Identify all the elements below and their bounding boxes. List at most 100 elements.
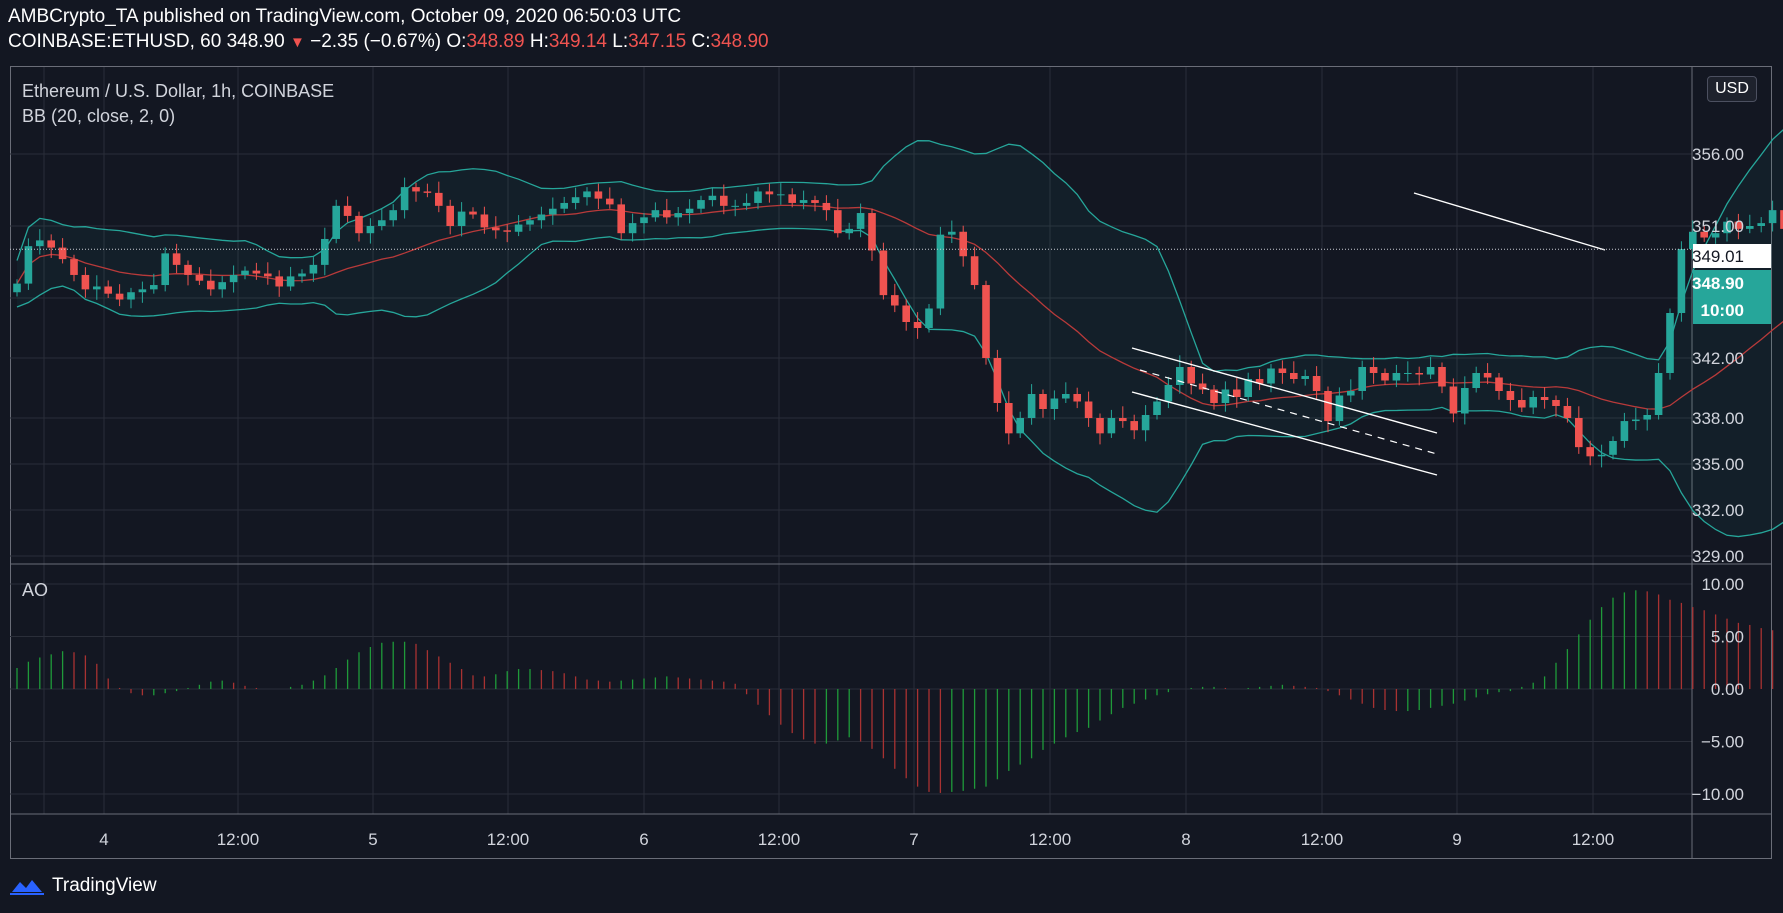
candle[interactable] [1141,415,1150,431]
candle[interactable] [1575,418,1583,448]
candle[interactable] [400,187,409,211]
candle[interactable] [1746,226,1754,229]
candle[interactable] [1119,418,1127,422]
candle[interactable] [959,231,967,257]
candle[interactable] [218,282,226,290]
candle[interactable] [856,213,865,229]
candle[interactable] [229,274,238,283]
candle[interactable] [993,358,1002,403]
candle[interactable] [628,223,637,234]
candle[interactable] [1358,367,1366,391]
candle[interactable] [332,205,340,239]
candle[interactable] [1027,394,1036,418]
candle[interactable] [1381,373,1389,381]
candle[interactable] [560,202,568,209]
candle[interactable] [1415,373,1423,375]
currency-button[interactable]: USD [1707,76,1757,102]
candle[interactable] [514,224,523,232]
candle[interactable] [1518,400,1526,408]
candle[interactable] [1210,389,1218,404]
candle[interactable] [1677,249,1686,313]
candle[interactable] [104,286,112,294]
candle[interactable] [925,308,933,329]
tradingview-logo[interactable]: TradingView [10,875,157,897]
candle[interactable] [378,220,386,226]
candle[interactable] [936,234,945,309]
candle[interactable] [264,273,272,277]
candle[interactable] [1700,231,1708,238]
candle[interactable] [868,213,876,251]
candle[interactable] [1768,210,1777,224]
candle[interactable] [1540,397,1549,400]
candle[interactable] [1073,394,1081,402]
candle[interactable] [1278,368,1287,374]
candle[interactable] [1563,406,1572,418]
candle[interactable] [1221,389,1230,404]
candle[interactable] [891,295,899,306]
candle[interactable] [777,194,785,196]
candle[interactable] [742,202,751,206]
candle[interactable] [1483,373,1492,378]
candle[interactable] [127,292,135,300]
bb-indicator-legend[interactable]: BB (20, close, 2, 0) [22,106,176,126]
ao-indicator-legend[interactable]: AO [22,580,49,600]
candle[interactable] [36,240,44,247]
candle[interactable] [24,246,33,284]
candle[interactable] [503,230,511,232]
candle[interactable] [252,270,261,274]
candle[interactable] [389,210,397,221]
candle[interactable] [1198,383,1207,390]
candle[interactable] [845,228,853,234]
candle[interactable] [1404,373,1412,374]
candle[interactable] [948,231,956,235]
candle[interactable] [697,200,705,209]
candle[interactable] [640,217,648,224]
candle[interactable] [594,191,603,199]
candle[interactable] [1347,391,1355,396]
candle[interactable] [811,200,819,203]
candle[interactable] [115,293,124,300]
candle[interactable] [902,305,910,323]
candle[interactable] [1164,385,1173,402]
candle[interactable] [674,213,682,218]
channel-upper-line[interactable] [1131,347,1438,434]
candle[interactable] [1039,394,1047,409]
candle[interactable] [457,211,466,226]
candle[interactable] [1392,373,1401,381]
candle[interactable] [1552,400,1560,406]
candle[interactable] [1062,394,1070,399]
candle[interactable] [1620,421,1629,441]
candle[interactable] [731,205,739,207]
candle[interactable] [879,250,888,296]
candle[interactable] [1426,367,1435,375]
candle[interactable] [1654,373,1663,415]
candle[interactable] [1084,401,1093,419]
candle[interactable] [765,191,774,195]
candle[interactable] [537,214,546,221]
candle[interactable] [446,205,454,226]
candle[interactable] [1255,379,1264,384]
candle[interactable] [571,197,580,203]
candle[interactable] [172,253,181,265]
candle[interactable] [93,286,101,290]
candle[interactable] [161,253,169,286]
candle[interactable] [1780,210,1783,229]
candle[interactable] [1130,421,1138,431]
channel-lower-line[interactable] [1131,391,1438,476]
candle[interactable] [913,322,922,328]
candle[interactable] [1711,233,1720,238]
candle[interactable] [1472,373,1480,388]
bb-upper-band[interactable] [16,116,1783,373]
candle[interactable] [184,264,192,275]
trend-line-descending[interactable] [1413,192,1606,251]
candle[interactable] [1586,447,1594,457]
candle[interactable] [549,208,557,215]
candle[interactable] [138,289,147,293]
candle[interactable] [982,285,990,358]
candle[interactable] [1005,403,1013,434]
candle[interactable] [241,270,249,275]
candle[interactable] [492,227,500,231]
candle[interactable] [720,195,728,206]
candle[interactable] [1438,367,1446,387]
